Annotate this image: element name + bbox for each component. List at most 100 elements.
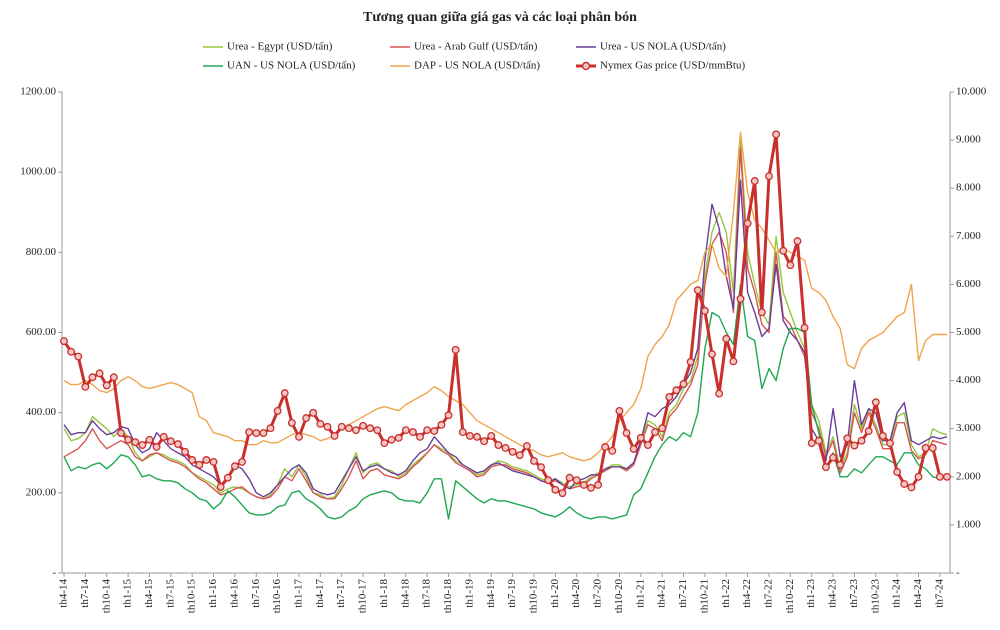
gas-marker [238,457,246,466]
gas-marker [430,427,439,436]
gas-marker [558,489,567,498]
gas-marker [444,411,453,420]
gas-marker [252,429,261,437]
gas-marker [309,408,318,417]
gas-marker [273,406,282,415]
legend-marker [581,61,591,71]
gas-marker [757,308,766,317]
gas-marker [416,432,424,441]
gas-marker [81,382,90,391]
gas-marker [943,472,951,481]
gas-marker [772,130,781,139]
gas-marker [138,441,147,450]
gas-marker [302,414,311,423]
gas-marker [295,432,303,441]
gas-marker [765,172,773,181]
x-tick-label: th1-18 [378,579,390,608]
y2-tick-label: 3.000 [956,422,981,434]
gas-marker [729,357,738,366]
x-tick-label: th7-23 [848,579,860,608]
gas-marker [836,460,845,469]
y-tick-label: 800.00 [26,246,57,258]
x-tick-label: th7-24 [933,579,945,608]
x-tick-label: th10-17 [357,579,369,614]
gas-marker [665,393,674,401]
gas-marker [280,389,289,398]
gas-marker [544,476,553,485]
gas-marker [807,439,816,448]
gas-marker [843,434,852,443]
x-tick-label: th1-19 [463,579,475,608]
x-tick-label: th7-18 [421,579,433,608]
gas-marker [373,426,382,435]
x-tick-label: th1-16 [207,579,219,608]
y-tick-label: 1000.00 [20,166,56,178]
gas-marker [786,261,795,270]
y2-tick-label: 8.000 [956,182,981,194]
gas-marker [864,427,873,436]
gas-marker [131,438,140,447]
gas-marker [893,468,902,476]
gas-marker [216,482,225,491]
gas-marker [686,357,695,366]
x-tick-label: th7-20 [592,579,604,608]
gas-marker [615,406,624,415]
gas-marker [508,447,517,456]
gas-marker [522,442,531,450]
x-tick-label: th4-15 [143,579,155,608]
gas-marker [266,424,275,433]
gas-marker [330,431,339,440]
gas-marker [74,352,83,361]
gas-marker [622,429,631,437]
gas-marker [551,485,560,494]
y2-tick-label: 6.000 [956,278,981,290]
gas-marker [515,451,524,460]
gas-marker [814,436,823,445]
y2-tick-label: 4.000 [956,374,981,386]
gas-marker [230,462,239,471]
y2-tick-label: 7.000 [956,230,981,242]
gas-marker [779,246,788,255]
gas-marker [743,219,752,228]
x-tick-label: th4-16 [228,579,240,608]
x-tick-label: th10-23 [869,579,881,614]
y-tick-label: 200.00 [26,486,57,498]
gas-marker [401,426,410,435]
gas-marker [352,426,360,435]
gas-marker [530,456,538,465]
legend-label: Urea - Egypt (USD/tấn) [227,41,333,53]
x-tick-label: th1-20 [549,579,561,608]
gas-marker [857,436,866,445]
series-line [63,179,948,498]
gas-marker [907,483,916,492]
gas-marker [458,428,467,437]
gas-marker [693,286,702,295]
x-tick-label: th10-14 [100,579,112,614]
gas-marker [715,389,724,398]
gas-marker [722,334,731,343]
gas-marker [95,369,104,378]
gas-marker [800,323,809,332]
gas-marker [829,453,838,462]
gas-marker [672,386,681,395]
gas-marker [821,463,830,472]
x-tick-label: th1-22 [720,579,732,608]
x-tick-label: th4-21 [656,579,668,608]
y2-tick-label: 2.000 [956,470,981,482]
gas-marker [629,444,638,453]
gas-marker [223,473,232,482]
gas-marker [245,428,254,437]
x-tick-label: th4-18 [399,579,411,608]
gas-marker [465,431,474,440]
gas-marker [344,424,353,433]
gas-marker [188,456,197,464]
legend-label: Nymex Gas price (USD/mmBtu) [600,60,745,72]
y2-tick-label: 5.000 [956,326,981,338]
gas-marker [700,306,709,315]
gas-marker [572,476,581,485]
gas-marker [451,345,460,354]
gas-marker [102,381,111,390]
gas-marker [480,437,489,446]
x-tick-label: th10-22 [784,579,796,613]
